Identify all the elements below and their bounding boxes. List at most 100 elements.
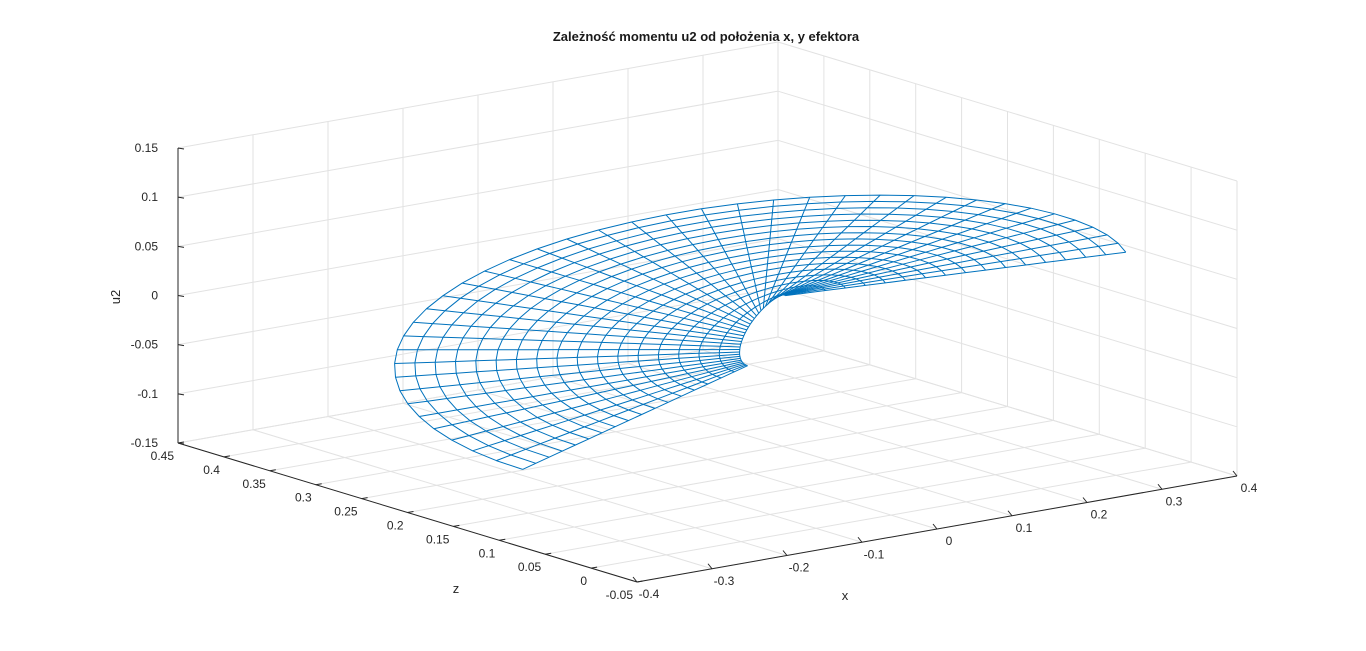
back-wall-grid-line xyxy=(177,238,779,346)
z-tick-mark xyxy=(636,580,644,583)
x-tick-label: -0.3 xyxy=(714,574,735,588)
z-tick-label: 0.15 xyxy=(426,532,450,546)
mesh-ring-line xyxy=(597,256,926,409)
z-tick-mark xyxy=(545,552,552,555)
mesh-radial-line xyxy=(700,208,760,314)
mesh-ring-line xyxy=(718,290,806,373)
u2-tick-mark xyxy=(177,344,185,347)
back-wall-grid-line xyxy=(177,189,779,296)
floor-grid-line xyxy=(453,419,1054,527)
floor-grid-line xyxy=(545,447,1146,555)
x-tick-mark xyxy=(632,576,638,583)
mesh-ring-line xyxy=(434,207,1087,458)
z-tick-label: 0 xyxy=(580,574,587,588)
mesh-ring-line xyxy=(739,294,786,367)
mesh-ring-line xyxy=(495,226,1027,440)
x-tick-mark xyxy=(707,563,713,570)
x-tick-mark xyxy=(857,536,863,543)
mesh-radial-line xyxy=(462,282,744,337)
u2-tick-label: 0 xyxy=(151,289,158,303)
u2-tick-mark xyxy=(177,147,185,150)
z-axis-label: z xyxy=(453,581,460,596)
mesh-radial-line xyxy=(777,203,1006,298)
mesh-ring-line xyxy=(657,274,866,391)
x-tick-label: -0.2 xyxy=(789,561,810,575)
u2-tick-mark xyxy=(177,245,185,248)
right-wall-grid-line xyxy=(777,238,1238,379)
axes xyxy=(177,147,1238,583)
x-tick-label: 0.3 xyxy=(1166,494,1183,508)
mesh-radial-line xyxy=(394,351,740,364)
mesh-radial-line xyxy=(598,229,753,322)
mesh-radial-line xyxy=(537,248,749,328)
mesh-radial-line xyxy=(775,199,977,299)
mesh-radial-line xyxy=(407,357,741,405)
mesh-radial-line xyxy=(767,195,846,305)
right-wall-grid-line xyxy=(777,336,1238,477)
u2-tick-mark xyxy=(177,393,185,396)
floor-grid-line xyxy=(591,461,1192,569)
mesh-radial-line xyxy=(484,270,746,334)
right-wall-grid-line xyxy=(777,139,1238,280)
z-tick-label: 0.05 xyxy=(518,560,542,574)
u2-tick-label: 0.05 xyxy=(135,239,159,253)
z-tick-label: 0.1 xyxy=(479,546,496,560)
mesh-radial-line xyxy=(433,361,743,430)
back-wall-grid-line xyxy=(177,336,779,444)
mesh-radial-line xyxy=(451,362,744,441)
mesh-radial-line xyxy=(403,335,741,348)
mesh-radial-line xyxy=(426,308,742,342)
back-wall-grid-line xyxy=(177,287,779,395)
mesh-radial-line xyxy=(419,359,742,417)
tick-labels: -0.4 -0.3 -0.2 -0.1 0 0.1 0.2 0.3 0.4 -0.05 0 0.05 0… xyxy=(131,141,1258,602)
surface-mesh xyxy=(394,194,1127,470)
mesh-radial-line xyxy=(773,196,947,300)
mesh-radial-line xyxy=(780,213,1055,296)
u2-tick-label: -0.1 xyxy=(137,387,158,401)
mesh-ring-line xyxy=(678,279,846,385)
z-tick-mark xyxy=(499,538,506,541)
floor-grid-line xyxy=(361,392,962,500)
x-tick-label: -0.4 xyxy=(639,587,660,601)
u2-tick-mark xyxy=(177,442,185,445)
right-wall-grid-line xyxy=(777,287,1238,428)
z-tick-mark xyxy=(361,497,368,500)
mesh-radial-line xyxy=(765,197,811,307)
u2-axis-label: u2 xyxy=(108,290,123,304)
x-tick-mark xyxy=(1157,483,1163,490)
z-tick-mark xyxy=(269,469,276,472)
mesh-radial-line xyxy=(665,214,757,317)
z-tick-mark xyxy=(407,511,414,513)
mesh-radial-line xyxy=(783,226,1093,296)
u2-tick-label: 0.1 xyxy=(141,190,158,204)
mesh-radial-line xyxy=(779,207,1032,297)
mesh-radial-line xyxy=(771,195,915,302)
z-tick-mark xyxy=(453,524,460,527)
mesh-ring-line xyxy=(536,238,986,428)
right-wall-grid-line xyxy=(777,41,1238,182)
mesh-radial-line xyxy=(399,355,740,392)
u2-tick-label: 0.15 xyxy=(135,141,159,155)
mesh-radial-line xyxy=(781,219,1076,296)
u2-tick-label: -0.15 xyxy=(131,436,159,450)
mesh-ring-line xyxy=(637,268,886,397)
z-tick-label: 0.45 xyxy=(151,449,175,463)
z-tick-label: 0.35 xyxy=(242,477,266,491)
z-tick-label: 0.25 xyxy=(334,505,358,519)
mesh-ring-line xyxy=(455,213,1067,452)
mesh-radial-line xyxy=(631,221,755,319)
mesh-ring-line xyxy=(414,200,1107,464)
mesh-ring-line xyxy=(617,262,906,403)
x-tick-label: 0.1 xyxy=(1016,521,1033,535)
u2-tick-label: -0.05 xyxy=(131,338,159,352)
z-tick-label: 0.3 xyxy=(295,491,312,505)
x-tick-label: 0 xyxy=(946,534,953,548)
mesh-radial-line xyxy=(472,363,745,452)
x-tick-label: -0.1 xyxy=(864,547,885,561)
back-wall-grid-line xyxy=(177,139,779,247)
floor-grid-line xyxy=(407,406,1008,513)
z-tick-mark xyxy=(223,455,230,458)
x-tick-mark xyxy=(1007,510,1013,517)
mesh-radial-line xyxy=(522,365,748,470)
